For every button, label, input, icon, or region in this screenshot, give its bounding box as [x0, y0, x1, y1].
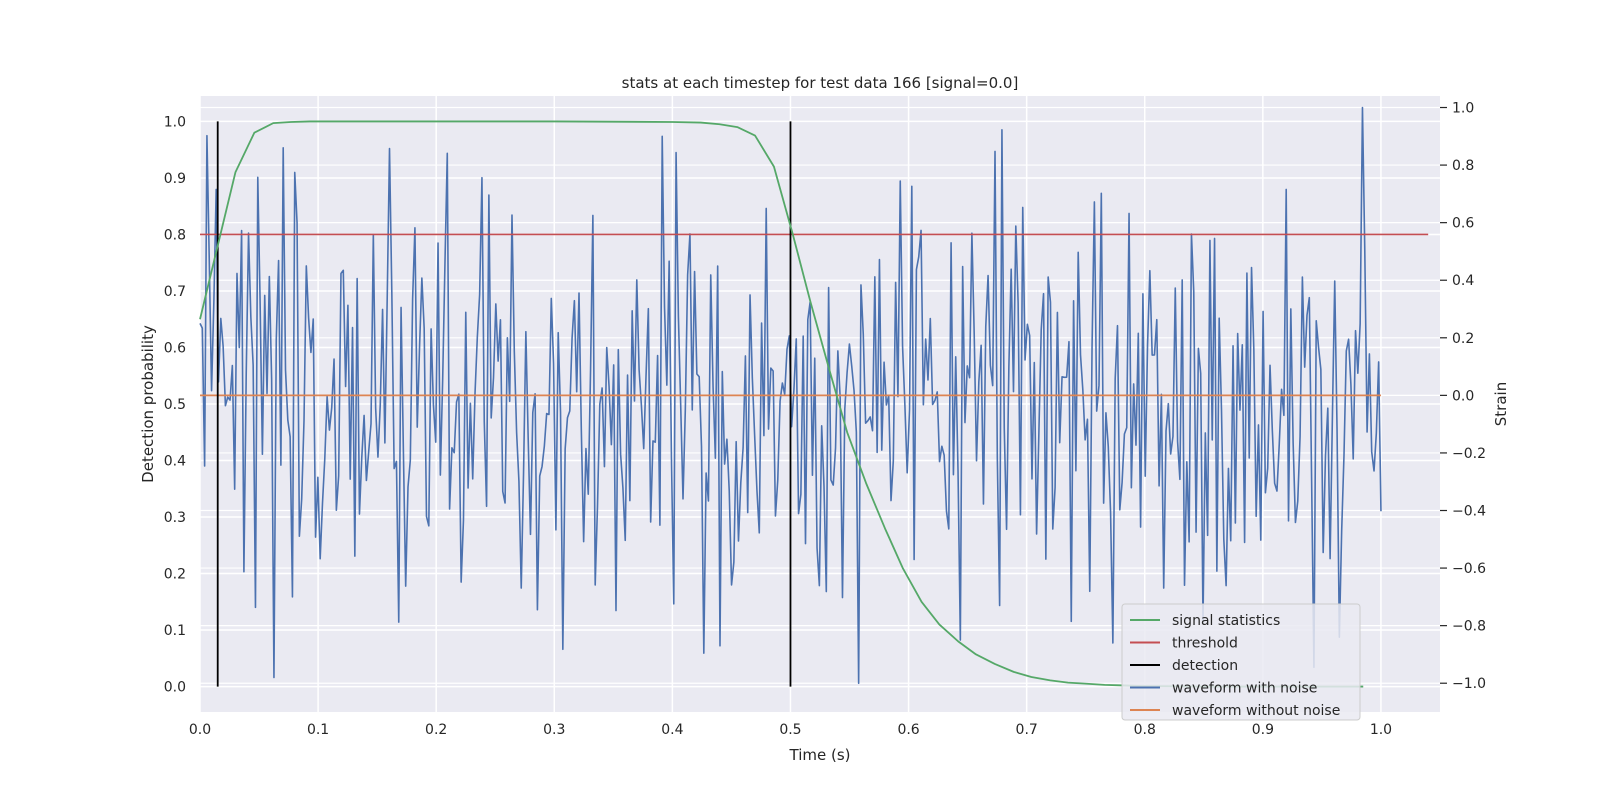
y-tick-label: 0.5 [164, 397, 186, 413]
x-tick-label: 0.8 [1134, 722, 1156, 738]
y2-tick-label: 1.0 [1452, 101, 1474, 117]
x-tick-label: 0.2 [425, 722, 447, 738]
x-tick-label: 0.5 [779, 722, 801, 738]
y-tick-label: 0.0 [164, 680, 186, 696]
y2-tick-label: 0.0 [1452, 388, 1474, 404]
x-tick-label: 1.0 [1370, 722, 1392, 738]
chart-title: stats at each timestep for test data 166… [622, 74, 1019, 92]
y2-tick-label: −0.6 [1452, 561, 1486, 577]
x-tick-label: 0.0 [189, 722, 211, 738]
x-tick-label: 0.4 [661, 722, 683, 738]
x-tick-label: 0.7 [1016, 722, 1038, 738]
x-tick-label: 0.9 [1252, 722, 1274, 738]
y-tick-label: 1.0 [164, 114, 186, 130]
x-tick-label: 0.6 [897, 722, 919, 738]
y-tick-label: 0.8 [164, 227, 186, 243]
y2-tick-label: −0.8 [1452, 619, 1486, 635]
y-tick-label: 0.4 [164, 454, 186, 470]
y-tick-label: 0.7 [164, 284, 186, 300]
ticks: 0.0 0.1 0.2 0.3 0.4 0.5 0.6 0.7 0.8 0.9 1.0 0.0 0.1 0… [164, 101, 1486, 738]
y-tick-label: 0.9 [164, 171, 186, 187]
legend-label: signal statistics [1172, 613, 1280, 629]
x-tick-label: 0.3 [543, 722, 565, 738]
legend: signal statistics threshold detection wavef… [1121, 603, 1361, 721]
y-tick-label: 0.3 [164, 510, 186, 526]
y-tick-label: 0.2 [164, 567, 186, 583]
legend-label: detection [1172, 658, 1238, 674]
legend-box [1121, 603, 1361, 721]
y-tick-label: 0.6 [164, 340, 186, 356]
y2-tick-label: −0.2 [1452, 446, 1486, 462]
x-axis-title: Time (s) [789, 746, 851, 764]
y2-tick-label: 0.6 [1452, 216, 1474, 232]
y-axis-title: Detection probability [139, 325, 157, 483]
legend-label: waveform with noise [1172, 681, 1317, 697]
y2-tick-label: −1.0 [1452, 676, 1486, 692]
y2-tick-label: 0.2 [1452, 331, 1474, 347]
y-tick-label: 0.1 [164, 623, 186, 639]
y2-tick-label: 0.8 [1452, 158, 1474, 174]
x-tick-label: 0.1 [307, 722, 329, 738]
legend-label: threshold [1172, 636, 1238, 652]
y2-tick-label: 0.4 [1452, 273, 1474, 289]
series-layer [199, 106, 1429, 688]
series-signal-statistics [199, 120, 1364, 688]
legend-label: waveform without noise [1172, 703, 1340, 719]
y2-axis-title: Strain [1492, 382, 1510, 426]
y2-tick-label: −0.4 [1452, 504, 1486, 520]
